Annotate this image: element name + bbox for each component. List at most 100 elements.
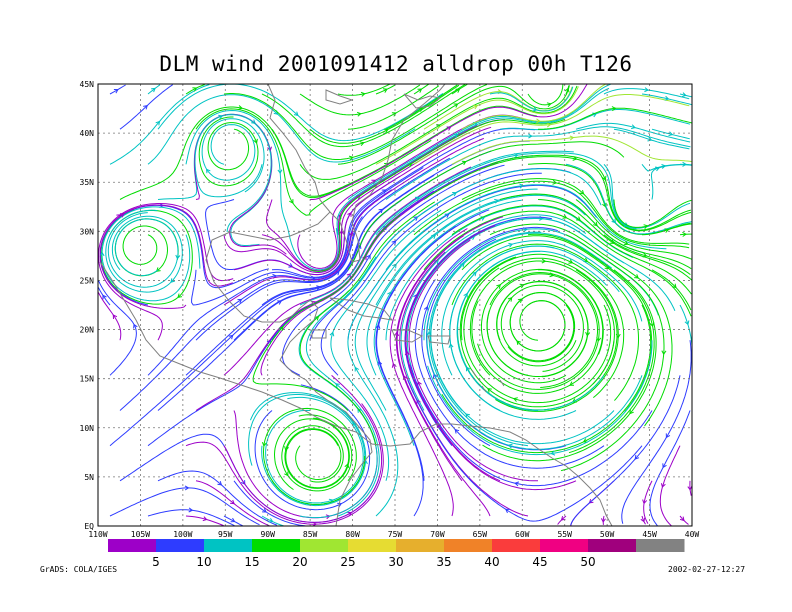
- streamline: [157, 83, 444, 142]
- streamline-arrow: [362, 255, 367, 261]
- streamline: [565, 85, 570, 95]
- lon-label: 80W: [345, 530, 360, 539]
- streamline-arrow: [512, 397, 518, 402]
- streamline: [375, 84, 396, 95]
- map-title: DLM wind 2001091412 alldrop 00h T126: [159, 52, 633, 76]
- streamline-arrow: [668, 131, 674, 137]
- streamline-arrow: [487, 388, 492, 393]
- streamline: [195, 480, 270, 527]
- streamline-arrow: [642, 499, 648, 505]
- streamline-arrow: [391, 112, 397, 117]
- streamline: [538, 107, 693, 130]
- streamline-arrow: [611, 106, 617, 112]
- streamline-arrow: [175, 254, 181, 260]
- streamline: [119, 84, 173, 130]
- streamline: [97, 292, 122, 341]
- streamline: [489, 154, 692, 231]
- streamline: [641, 515, 646, 525]
- longitude-labels: 110W 105W 100W 95W 90W 85W 80W 75W 70W 65W 60W 55W 5…: [88, 530, 699, 539]
- streamline-arrow: [206, 168, 211, 174]
- streamline-arrow: [391, 240, 397, 246]
- color-swatch: [540, 539, 589, 552]
- color-scale-labels: 5 10 15 20 25 30 35 40 45 50: [152, 555, 595, 569]
- streamline-arrow: [289, 199, 294, 204]
- streamline-arrow: [375, 324, 381, 329]
- streamline: [425, 238, 567, 451]
- streamline: [499, 109, 691, 131]
- lon-label: 110W: [88, 530, 107, 539]
- streamline-arrow: [261, 442, 267, 447]
- streamline-arrow: [378, 208, 384, 214]
- streamline-arrow: [366, 254, 371, 260]
- streamline-arrow: [268, 518, 274, 523]
- lat-label: 5N: [84, 473, 94, 482]
- streamline-arrow: [629, 409, 634, 415]
- streamline: [641, 163, 690, 172]
- streamline-arrow: [177, 293, 183, 299]
- streamline-arrow: [519, 283, 525, 289]
- streamline: [198, 116, 259, 187]
- timestamp: 2002-02-27-12:27: [668, 565, 746, 574]
- streamline-arrow: [113, 89, 119, 94]
- streamline-arrow: [508, 242, 514, 248]
- streamline-arrow: [314, 315, 320, 321]
- streamline: [499, 193, 692, 270]
- streamline: [97, 287, 111, 306]
- streamline: [185, 109, 339, 271]
- streamline-arrow: [293, 111, 299, 117]
- streamline-arrow: [423, 305, 429, 311]
- streamline-arrow: [664, 95, 670, 101]
- streamline-arrow: [505, 508, 510, 514]
- streamline: [423, 156, 692, 232]
- color-scale-label: 45: [532, 555, 547, 569]
- streamline-arrow: [560, 515, 566, 521]
- streamline-arrow: [681, 92, 687, 98]
- streamline-arrow: [218, 114, 224, 120]
- streamline-arrow: [217, 480, 223, 486]
- streamline: [641, 93, 692, 106]
- color-swatch: [156, 539, 205, 552]
- streamline-arrow: [102, 294, 107, 300]
- streamline-arrow: [188, 507, 194, 513]
- color-swatch: [204, 539, 253, 552]
- streamline-arrow: [444, 213, 450, 218]
- streamline-arrow: [381, 189, 387, 194]
- wind-streamlines: [97, 83, 693, 527]
- streamline-arrow: [431, 234, 437, 239]
- streamline-arrow: [549, 272, 555, 278]
- streamline-arrow: [151, 87, 156, 93]
- streamline: [185, 515, 224, 527]
- streamline: [233, 480, 306, 527]
- streamline-arrow: [155, 120, 161, 126]
- streamline-arrow: [335, 383, 340, 388]
- streamline: [461, 83, 606, 130]
- color-swatch: [636, 539, 685, 552]
- streamline-arrow: [671, 283, 677, 289]
- streamline: [489, 86, 574, 112]
- color-scale-label: 20: [292, 555, 307, 569]
- streamline: [109, 487, 260, 526]
- streamline: [621, 340, 692, 524]
- streamline-arrow: [253, 138, 258, 144]
- streamline-arrow: [623, 222, 629, 227]
- lat-label: 10N: [80, 424, 95, 433]
- streamline: [147, 226, 387, 447]
- streamline: [109, 84, 210, 165]
- lat-label: 40N: [80, 129, 95, 138]
- streamline-arrow: [662, 463, 667, 469]
- color-swatch: [108, 539, 157, 552]
- streamline-arrow: [569, 381, 574, 386]
- streamline-arrow: [634, 454, 640, 460]
- streamline-arrow: [507, 296, 513, 302]
- streamline: [461, 178, 690, 245]
- streamline-arrow: [344, 463, 350, 469]
- streamline: [679, 304, 693, 346]
- streamline-arrow: [644, 87, 650, 93]
- streamline-arrow: [230, 517, 236, 523]
- streamline-arrow: [568, 259, 574, 264]
- streamline-arrow: [237, 298, 243, 304]
- streamline: [575, 199, 692, 260]
- streamline: [651, 128, 690, 140]
- color-swatch: [252, 539, 301, 552]
- streamline-arrow: [278, 326, 284, 331]
